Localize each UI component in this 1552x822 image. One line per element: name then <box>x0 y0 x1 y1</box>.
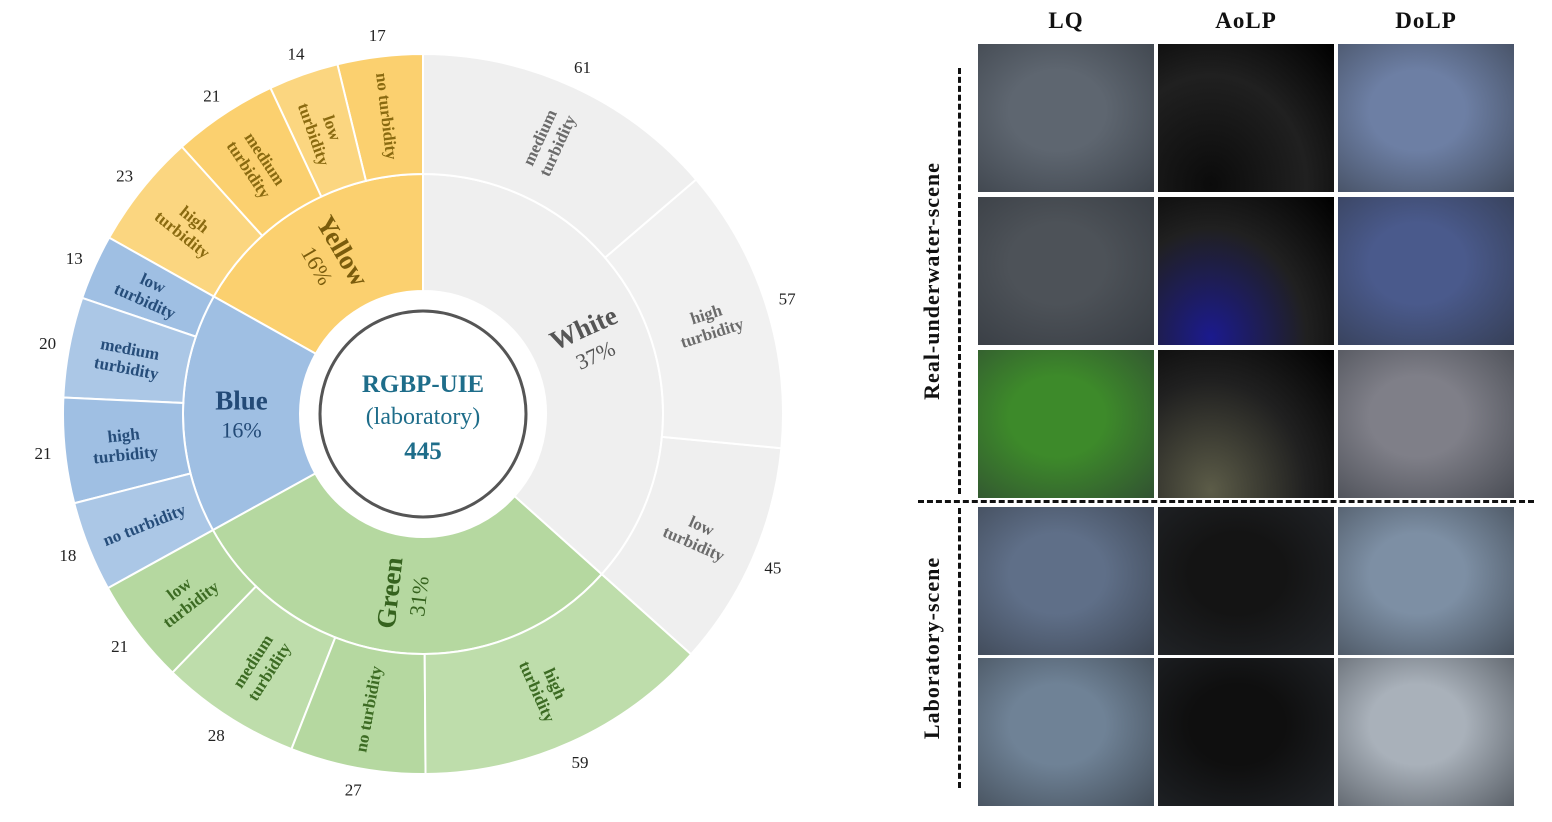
image-thumbnail <box>1338 44 1514 192</box>
center-total: 445 <box>404 438 442 465</box>
image-thumbnail <box>1158 44 1334 192</box>
segment-count: 21 <box>111 637 128 656</box>
segment-arc <box>600 435 783 656</box>
center-subtitle: (laboratory) <box>366 404 481 430</box>
image-thumbnail <box>978 658 1154 806</box>
segment-count: 45 <box>764 558 781 577</box>
row-group-label: Laboratory-scene <box>919 556 944 740</box>
center-ring <box>318 309 528 519</box>
segment-count: 23 <box>116 167 133 186</box>
segment-arc <box>422 52 698 260</box>
segment-arc <box>171 584 337 751</box>
segment-count: 14 <box>288 45 306 64</box>
group-divider <box>918 500 1534 503</box>
segment-arc <box>603 178 784 450</box>
sunburst-chart: no turbiditylowturbiditymediumturbidityh… <box>35 26 797 800</box>
image-thumbnail <box>1338 658 1514 806</box>
segment-count: 17 <box>369 26 387 45</box>
segment-count: 18 <box>59 546 76 565</box>
image-thumbnail <box>978 507 1154 655</box>
segment-arc <box>80 236 216 338</box>
segment-count: 20 <box>39 334 56 353</box>
image-thumbnail <box>1158 197 1334 345</box>
segment-arc <box>269 63 368 198</box>
segment-arc <box>290 636 427 775</box>
segment-count: 21 <box>203 87 220 106</box>
segment-count: 21 <box>35 444 52 463</box>
image-thumbnail <box>1338 197 1514 345</box>
lab-scene-bracket <box>958 508 961 788</box>
segment-arc <box>180 86 323 238</box>
segment-count: 61 <box>574 58 591 77</box>
center-title: RGBP-UIE <box>362 371 484 398</box>
segment-count: 13 <box>66 249 83 268</box>
segment-count: 57 <box>779 290 797 309</box>
segment-arc <box>106 528 258 674</box>
segment-count: 59 <box>572 753 589 772</box>
segment-count: 28 <box>208 726 225 745</box>
chart-center: RGBP-UIE (laboratory) 445 <box>318 309 528 519</box>
real-scene-bracket <box>958 68 961 494</box>
group-label-green: Green31% <box>371 556 436 633</box>
segment-arc <box>423 572 693 775</box>
segment-arc <box>62 296 198 405</box>
column-header: DoLP <box>1395 8 1457 33</box>
image-comparison-panel: LQ AoLP DoLP Real-underwater-scene Laborato… <box>900 0 1552 822</box>
image-thumbnail <box>1158 507 1334 655</box>
column-header: LQ <box>1048 8 1084 33</box>
row-group-label: Real-underwater-scene <box>919 162 944 400</box>
image-thumbnail <box>1338 507 1514 655</box>
image-thumbnail <box>978 44 1154 192</box>
image-thumbnail <box>978 350 1154 498</box>
segment-count: 27 <box>345 781 363 800</box>
group-label-blue: Blue 16% <box>215 385 268 442</box>
segment-arc <box>62 396 192 505</box>
segment-arc <box>73 472 215 590</box>
image-thumbnail <box>1158 658 1334 806</box>
image-thumbnail <box>978 197 1154 345</box>
column-header: AoLP <box>1215 8 1277 33</box>
image-thumbnail <box>1338 350 1514 498</box>
image-thumbnail <box>1158 350 1334 498</box>
